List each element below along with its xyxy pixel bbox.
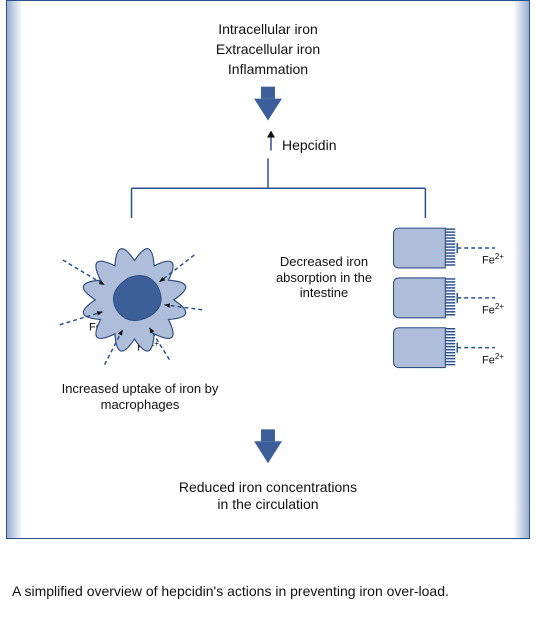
figure-root: Intracellular iron Extracellular iron In… xyxy=(0,0,536,619)
figure-caption: A simplified overview of hepcidin's acti… xyxy=(12,582,524,601)
diagram-panel: Intracellular iron Extracellular iron In… xyxy=(6,0,530,539)
diagram-svg xyxy=(7,1,529,538)
